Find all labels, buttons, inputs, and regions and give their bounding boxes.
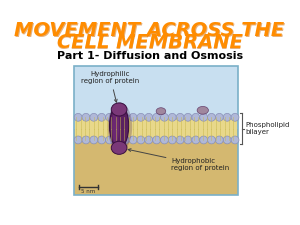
Ellipse shape xyxy=(111,141,127,154)
Circle shape xyxy=(145,113,153,121)
Circle shape xyxy=(74,113,82,121)
Circle shape xyxy=(153,113,160,121)
Bar xyxy=(75,129,237,140)
Circle shape xyxy=(176,113,184,121)
Ellipse shape xyxy=(110,104,129,148)
Bar xyxy=(74,66,238,195)
Text: Part 1- Diffusion and Osmosis: Part 1- Diffusion and Osmosis xyxy=(57,51,243,61)
Circle shape xyxy=(160,113,168,121)
Circle shape xyxy=(106,113,113,121)
Circle shape xyxy=(208,136,215,144)
Ellipse shape xyxy=(156,108,166,115)
Ellipse shape xyxy=(111,103,127,116)
Circle shape xyxy=(137,136,145,144)
Text: CELL MEMBRANE: CELL MEMBRANE xyxy=(57,33,243,52)
Circle shape xyxy=(153,136,160,144)
Circle shape xyxy=(200,136,208,144)
Text: Phospholipid
bilayer: Phospholipid bilayer xyxy=(245,122,290,135)
Circle shape xyxy=(121,136,129,144)
Text: Hydrophilic
region of protein: Hydrophilic region of protein xyxy=(81,71,140,102)
Circle shape xyxy=(90,136,98,144)
Circle shape xyxy=(137,113,145,121)
Text: CELL MEMBRANE: CELL MEMBRANE xyxy=(58,34,244,53)
Circle shape xyxy=(82,136,90,144)
Circle shape xyxy=(145,136,153,144)
Circle shape xyxy=(98,136,106,144)
Circle shape xyxy=(90,113,98,121)
Circle shape xyxy=(74,136,82,144)
Circle shape xyxy=(231,113,239,121)
Circle shape xyxy=(231,136,239,144)
Circle shape xyxy=(184,113,192,121)
Circle shape xyxy=(113,113,121,121)
Circle shape xyxy=(223,113,231,121)
Bar xyxy=(75,117,237,129)
Circle shape xyxy=(200,113,208,121)
Circle shape xyxy=(192,136,200,144)
Circle shape xyxy=(168,113,176,121)
Circle shape xyxy=(192,113,200,121)
Circle shape xyxy=(160,136,168,144)
Circle shape xyxy=(215,136,223,144)
Circle shape xyxy=(184,136,192,144)
Bar xyxy=(74,66,238,129)
Text: Hydrophobic
region of protein: Hydrophobic region of protein xyxy=(128,149,230,171)
Circle shape xyxy=(129,136,137,144)
Ellipse shape xyxy=(112,109,119,144)
Text: MOVEMENT ACROSS THE: MOVEMENT ACROSS THE xyxy=(14,21,285,40)
Circle shape xyxy=(106,136,113,144)
Circle shape xyxy=(98,113,106,121)
Ellipse shape xyxy=(197,106,208,114)
Circle shape xyxy=(129,113,137,121)
Bar xyxy=(74,129,238,195)
Circle shape xyxy=(82,113,90,121)
Ellipse shape xyxy=(108,102,132,151)
Circle shape xyxy=(208,113,215,121)
Circle shape xyxy=(168,136,176,144)
Circle shape xyxy=(223,136,231,144)
Circle shape xyxy=(113,136,121,144)
Circle shape xyxy=(215,113,223,121)
Circle shape xyxy=(176,136,184,144)
Circle shape xyxy=(121,113,129,121)
Text: 5 nm: 5 nm xyxy=(82,189,96,194)
Text: MOVEMENT ACROSS THE: MOVEMENT ACROSS THE xyxy=(15,22,286,40)
